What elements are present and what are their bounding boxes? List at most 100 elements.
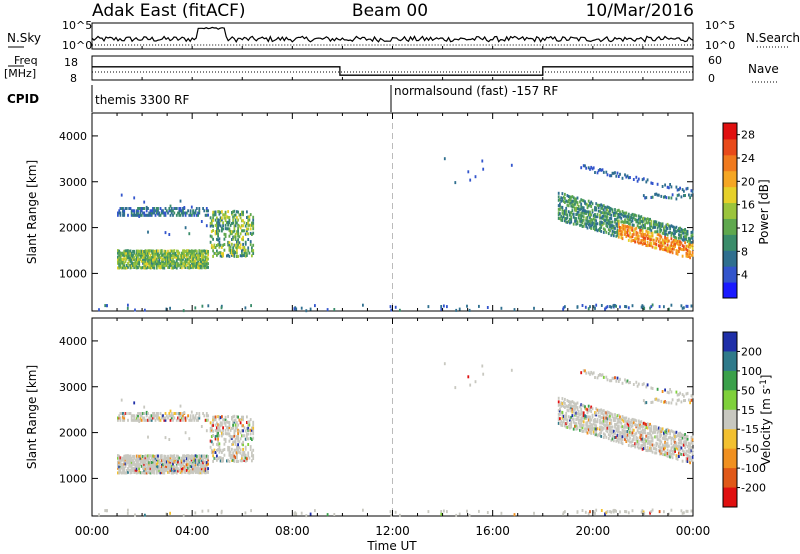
velocity-cell bbox=[160, 416, 163, 420]
power-cell bbox=[133, 196, 136, 200]
power-cell bbox=[150, 249, 153, 253]
velocity-cell bbox=[228, 426, 231, 430]
power-cell bbox=[167, 261, 169, 265]
power-cell bbox=[635, 175, 638, 179]
velocity-cell bbox=[233, 434, 236, 438]
power-cell bbox=[132, 209, 134, 213]
velocity-cell bbox=[205, 456, 208, 460]
power-cell bbox=[642, 238, 645, 242]
velocity-cell bbox=[660, 433, 663, 437]
power-cell bbox=[305, 309, 308, 313]
power-cell bbox=[683, 189, 685, 193]
power-cell bbox=[139, 207, 142, 210]
velocity-cell bbox=[661, 443, 664, 447]
velocity-cell bbox=[574, 413, 576, 417]
velocity-cell bbox=[154, 454, 157, 458]
velocity-cell bbox=[631, 438, 634, 442]
power-cell bbox=[674, 242, 676, 246]
velocity-cell bbox=[228, 434, 231, 437]
power-cell bbox=[158, 253, 161, 257]
power-cell bbox=[210, 235, 213, 239]
velocity-cell bbox=[614, 436, 616, 439]
velocity-cell bbox=[592, 371, 595, 375]
power-cell bbox=[640, 225, 643, 229]
velocity-cell bbox=[214, 457, 217, 460]
power-cell bbox=[595, 202, 598, 206]
power-cell bbox=[139, 266, 142, 270]
velocity-cell bbox=[124, 458, 127, 462]
station-title: Adak East (fitACF) bbox=[92, 1, 246, 21]
velocity-cell bbox=[180, 460, 183, 464]
power-cell bbox=[624, 173, 626, 177]
power-cell bbox=[149, 209, 152, 213]
power-cell bbox=[106, 304, 108, 308]
velocity-cell bbox=[678, 438, 680, 442]
velocity-cell bbox=[205, 454, 208, 458]
power-cell bbox=[589, 210, 591, 214]
velocity-cell bbox=[639, 435, 641, 439]
velocity-cell bbox=[626, 425, 629, 429]
power-cell bbox=[252, 252, 255, 255]
power-cell bbox=[575, 219, 578, 223]
power-cell bbox=[218, 221, 221, 225]
power-cell bbox=[150, 264, 153, 267]
power-cell bbox=[164, 257, 167, 261]
velocity-cell bbox=[132, 469, 134, 472]
power-cell bbox=[675, 185, 678, 189]
power-cell bbox=[212, 216, 214, 220]
velocity-cell bbox=[617, 430, 620, 434]
power-cell bbox=[180, 266, 183, 270]
power-cell bbox=[219, 211, 222, 215]
power-cell bbox=[187, 209, 189, 213]
velocity-cell bbox=[198, 454, 201, 458]
power-cell bbox=[135, 262, 138, 266]
power-cell bbox=[641, 223, 644, 227]
velocity-cell bbox=[247, 420, 250, 424]
velocity-cell bbox=[681, 511, 684, 515]
power-cell bbox=[207, 250, 209, 253]
power-cell bbox=[138, 262, 141, 265]
power-cell bbox=[137, 258, 139, 262]
power-cell bbox=[443, 157, 446, 161]
velocity-cell bbox=[589, 510, 591, 514]
velocity-cell bbox=[675, 390, 678, 394]
velocity-cell bbox=[153, 454, 156, 458]
velocity-cell bbox=[216, 421, 218, 425]
velocity-cell bbox=[164, 418, 167, 422]
power-cell bbox=[172, 262, 174, 265]
velocity-cell bbox=[669, 435, 671, 439]
power-cell bbox=[601, 221, 604, 225]
velocity-cell bbox=[586, 420, 589, 424]
velocity-cell bbox=[154, 418, 157, 422]
velocity-cell bbox=[203, 471, 206, 475]
velocity-cell bbox=[670, 508, 673, 512]
power-cell bbox=[640, 305, 643, 309]
power-cell bbox=[162, 264, 164, 267]
velocity-cell bbox=[204, 456, 207, 460]
power-cell bbox=[195, 213, 198, 217]
power-cell bbox=[125, 255, 128, 259]
velocity-cell bbox=[683, 511, 685, 515]
power-cell bbox=[162, 261, 164, 265]
power-cell bbox=[666, 185, 669, 189]
velocity-cell bbox=[172, 462, 174, 466]
velocity-cell bbox=[174, 470, 177, 474]
velocity-cell bbox=[600, 509, 603, 512]
power-cell bbox=[665, 237, 668, 241]
power-cell bbox=[604, 219, 606, 223]
power-cell bbox=[184, 266, 187, 269]
power-cell bbox=[582, 199, 585, 203]
power-cell bbox=[221, 254, 223, 258]
power-cell bbox=[119, 251, 122, 255]
velocity-cell bbox=[233, 457, 236, 461]
velocity-cell bbox=[143, 416, 146, 420]
velocity-cell bbox=[676, 398, 679, 402]
velocity-cell bbox=[194, 458, 197, 462]
velocity-cell bbox=[612, 429, 615, 433]
power-cell bbox=[157, 207, 159, 210]
velocity-cell bbox=[661, 390, 664, 393]
velocity-cell bbox=[145, 458, 148, 462]
velocity-cell bbox=[655, 451, 658, 455]
velocity-cell bbox=[168, 460, 171, 464]
power-cell bbox=[177, 249, 179, 253]
